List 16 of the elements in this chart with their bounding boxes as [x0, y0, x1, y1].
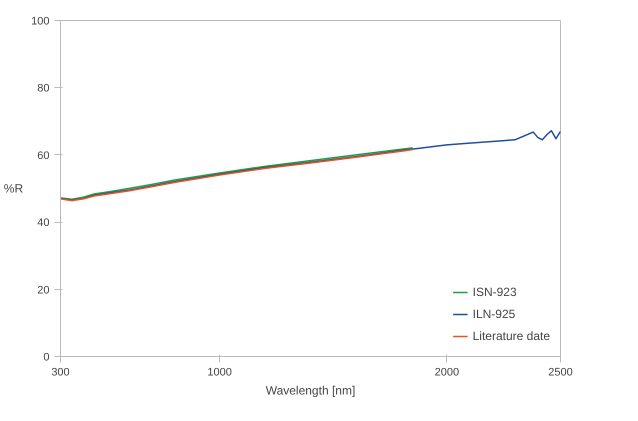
y-tick-label: 40 [37, 217, 50, 230]
legend-label: Literature date [472, 329, 550, 343]
line-series [60, 130, 560, 202]
x-axis-title: Wavelength [nm] [266, 384, 356, 398]
legend-label: ISN-923 [472, 285, 517, 299]
x-tick-label: 300 [51, 366, 70, 378]
y-tick-label: 0 [43, 352, 50, 364]
x-tick-label: 2500 [548, 366, 573, 378]
y-tick-label: 100 [31, 16, 50, 28]
y-tick-label: 20 [37, 284, 50, 296]
x-tick-label: 2000 [434, 366, 460, 378]
x-tick-label: 1000 [207, 366, 232, 378]
y-tick-label: 80 [37, 82, 50, 95]
y-axis-title: %R [4, 182, 24, 196]
legend-label: ILN-925 [472, 307, 516, 321]
y-tick-label: 60 [37, 150, 50, 162]
